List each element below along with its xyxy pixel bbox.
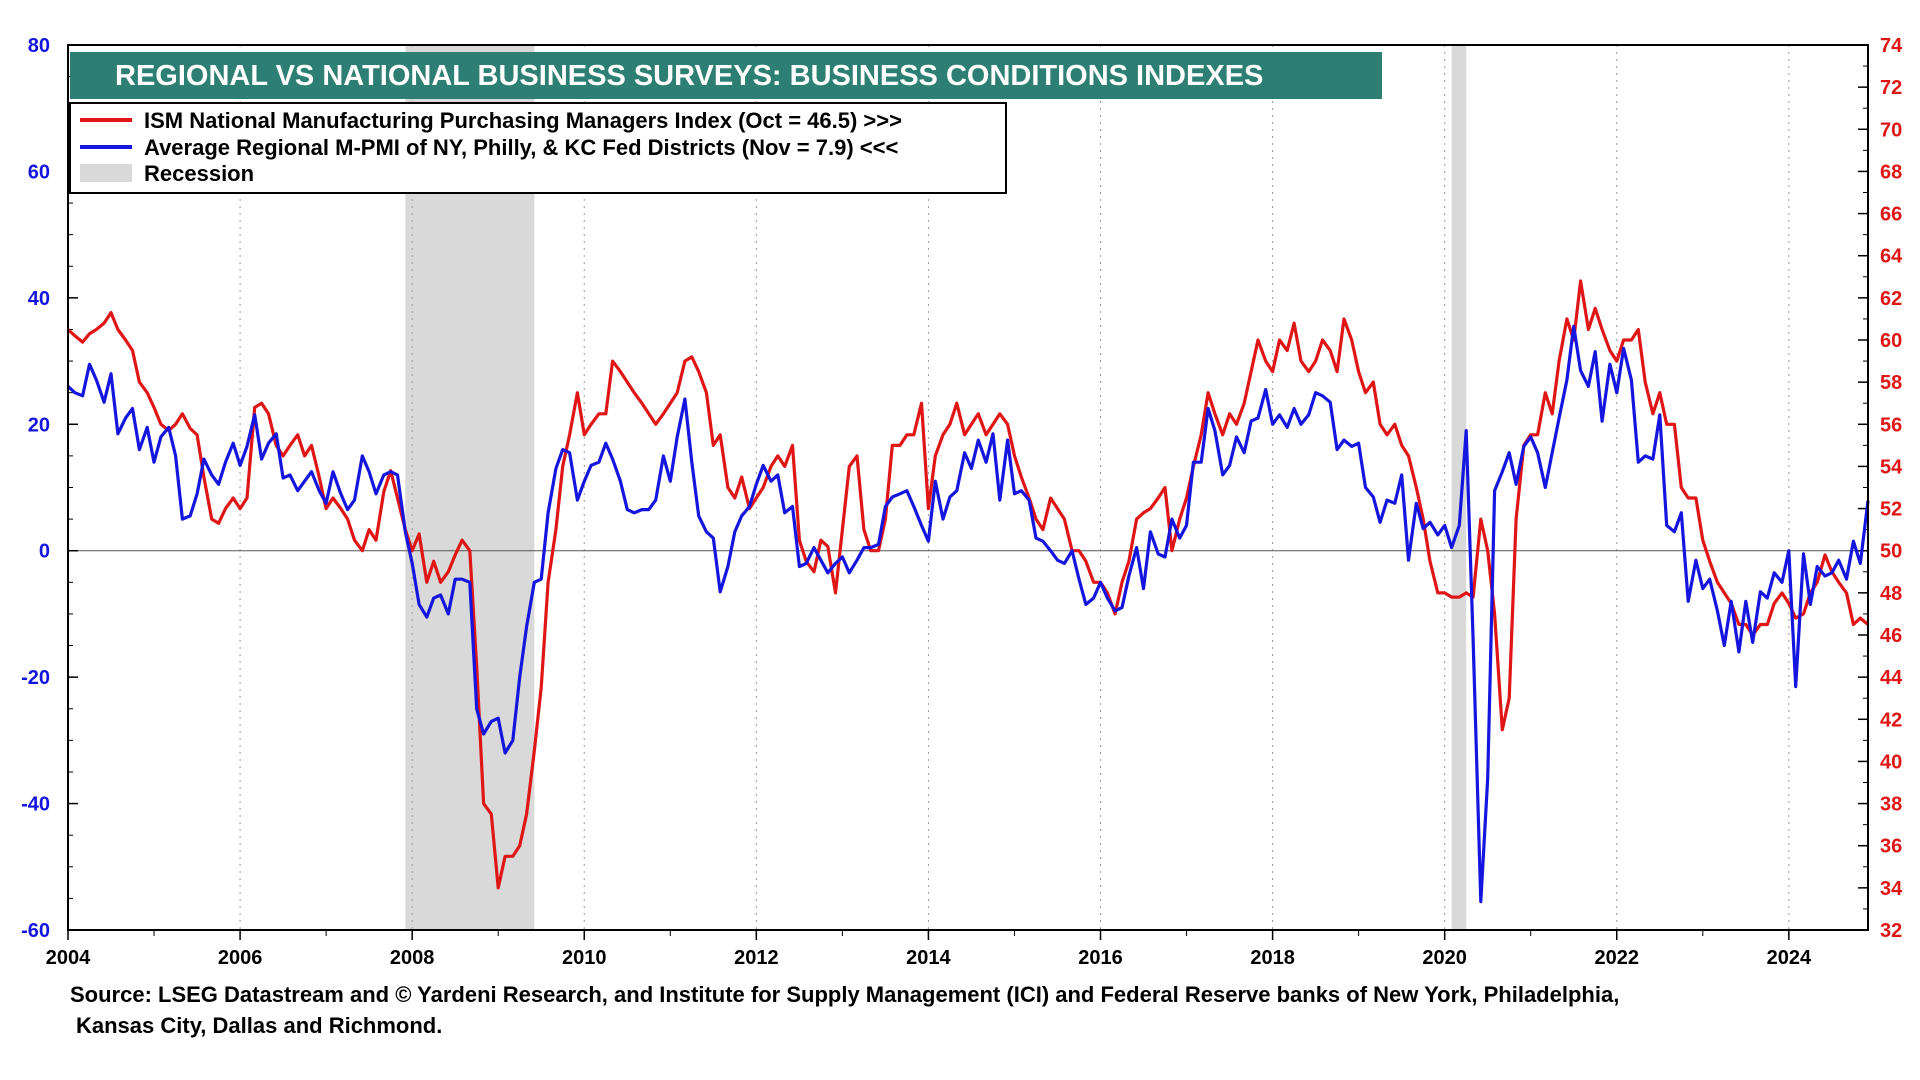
series-lines xyxy=(66,279,1870,904)
x-tick-label: 2004 xyxy=(46,947,91,969)
x-tick-label: 2018 xyxy=(1250,947,1295,969)
right-tick-label: 60 xyxy=(1880,330,1902,352)
right-tick-label: 38 xyxy=(1880,794,1902,816)
legend-swatch-recession xyxy=(80,164,132,182)
ism-pmi-line xyxy=(66,279,1870,890)
right-tick-label: 70 xyxy=(1880,119,1902,141)
x-tick-label: 2008 xyxy=(390,947,435,969)
x-tick-label: 2022 xyxy=(1595,947,1640,969)
right-tick-label: 42 xyxy=(1880,709,1902,731)
right-tick-label: 40 xyxy=(1880,751,1902,773)
right-tick-label: 68 xyxy=(1880,161,1902,183)
left-tick-label: -20 xyxy=(21,667,50,689)
title-banner-background xyxy=(70,52,1382,99)
left-tick-label: 0 xyxy=(39,541,50,563)
legend-box xyxy=(69,102,1007,194)
left-tick-label: 40 xyxy=(28,288,50,310)
legend-label-ism: ISM National Manufacturing Purchasing Ma… xyxy=(144,108,902,133)
title-banner: REGIONAL VS NATIONAL BUSINESS SURVEYS: B… xyxy=(70,52,1382,99)
right-tick-label: 32 xyxy=(1880,920,1902,942)
right-tick-label: 44 xyxy=(1880,667,1903,689)
left-tick-label: -40 xyxy=(21,794,50,816)
x-tick-label: 2012 xyxy=(734,947,779,969)
right-tick-label: 46 xyxy=(1880,625,1902,647)
left-tick-label: 80 xyxy=(28,35,50,57)
x-tick-label: 2014 xyxy=(906,947,951,969)
right-tick-label: 72 xyxy=(1880,77,1902,99)
right-tick-label: 74 xyxy=(1880,35,1903,57)
right-tick-label: 64 xyxy=(1880,246,1903,268)
legend-label-regional: Average Regional M-PMI of NY, Philly, & … xyxy=(144,135,898,160)
legend: ISM National Manufacturing Purchasing Ma… xyxy=(69,102,1007,194)
right-tick-label: 54 xyxy=(1880,456,1903,478)
x-tick-label: 2010 xyxy=(562,947,607,969)
right-tick-label: 34 xyxy=(1880,878,1903,900)
right-tick-label: 56 xyxy=(1880,414,1902,436)
right-tick-label: 58 xyxy=(1880,372,1902,394)
source-note-line-1: Source: LSEG Datastream and © Yardeni Re… xyxy=(70,982,1620,1007)
source-note-line-2: Kansas City, Dallas and Richmond. xyxy=(76,1013,443,1038)
plot-frame xyxy=(67,44,1869,931)
right-tick-label: 36 xyxy=(1880,836,1902,858)
chart-title: REGIONAL VS NATIONAL BUSINESS SURVEYS: B… xyxy=(115,60,1263,92)
right-tick-label: 50 xyxy=(1880,541,1902,563)
left-tick-label: 60 xyxy=(28,161,50,183)
right-tick-label: 48 xyxy=(1880,583,1902,605)
x-tick-label: 2016 xyxy=(1078,947,1123,969)
regional-mpmi-line xyxy=(66,324,1870,904)
left-tick-label: -60 xyxy=(21,920,50,942)
right-tick-label: 66 xyxy=(1880,204,1902,226)
left-tick-label: 20 xyxy=(28,414,50,436)
x-tick-label: 2020 xyxy=(1422,947,1467,969)
x-tick-label: 2024 xyxy=(1767,947,1812,969)
right-tick-label: 62 xyxy=(1880,288,1902,310)
right-tick-label: 52 xyxy=(1880,499,1902,521)
legend-label-recession: Recession xyxy=(144,161,254,186)
x-tick-label: 2006 xyxy=(218,947,263,969)
recession-band-1 xyxy=(1451,45,1467,930)
